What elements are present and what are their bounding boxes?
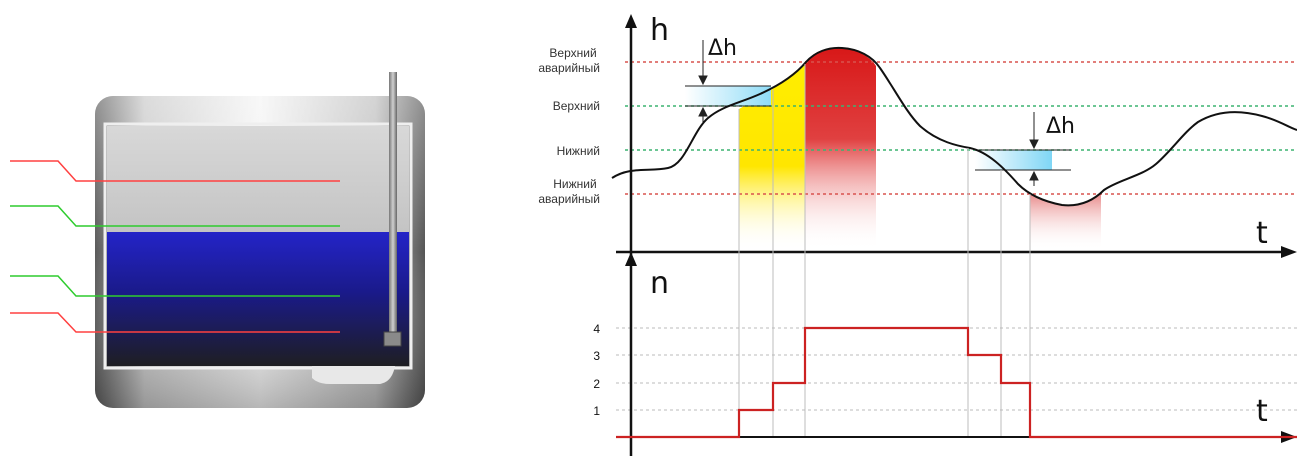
probe-tip (383, 331, 402, 347)
tank-liquid (107, 232, 409, 366)
tank-level-lines (10, 160, 340, 333)
label-upper: Верхний (553, 99, 600, 113)
top-y-axis-label: h (650, 13, 669, 48)
lower-line (10, 275, 340, 297)
lower-delta-marker (975, 112, 1071, 186)
level-curve (611, 46, 1297, 207)
upper-delta-marker (685, 40, 771, 122)
label-lower-alarm: Нижний аварийный (538, 177, 600, 206)
tick-label-4: 4 (593, 322, 600, 336)
bottom-x-axis-label: t (1256, 394, 1268, 429)
bottom-y-axis-label: n (650, 266, 669, 301)
top-x-arrow (1281, 246, 1297, 258)
warning-zone (739, 64, 805, 250)
bottom-chart: 1 2 3 4 n t (593, 252, 1297, 456)
tank-corner-highlight (312, 366, 395, 384)
top-chart: Δh Δh h t Верхний аварийный Верхний Нижн… (538, 13, 1297, 258)
upper-alarm-line (10, 160, 340, 182)
pump-count-step (616, 326, 1297, 439)
tank (10, 72, 425, 408)
tick-label-3: 3 (593, 349, 600, 363)
top-y-arrow (625, 14, 637, 28)
tick-label-2: 2 (593, 377, 600, 391)
label-upper-alarm: Верхний аварийный (538, 46, 600, 75)
tick-label-1: 1 (593, 404, 600, 418)
tank-inner-border (103, 122, 413, 370)
label-lower: Нижний (557, 144, 600, 158)
lower-delta-label: Δh (1046, 114, 1075, 139)
lower-alarm-line (10, 312, 340, 333)
upper-alarm-zone (805, 47, 876, 250)
lower-hysteresis-band (975, 150, 1052, 170)
upper-hysteresis-band (685, 86, 771, 106)
bottom-y-arrow (625, 252, 637, 266)
top-x-axis-label: t (1256, 216, 1268, 251)
upper-delta-label: Δh (708, 36, 737, 61)
n-tick-labels: 1 2 3 4 (593, 322, 600, 418)
n-gridlines (616, 327, 1297, 411)
probe-rod (389, 72, 397, 336)
upper-line (10, 205, 340, 227)
level-probe (383, 72, 402, 347)
tank-air (107, 126, 409, 232)
lower-alarm-zone (1030, 194, 1101, 250)
